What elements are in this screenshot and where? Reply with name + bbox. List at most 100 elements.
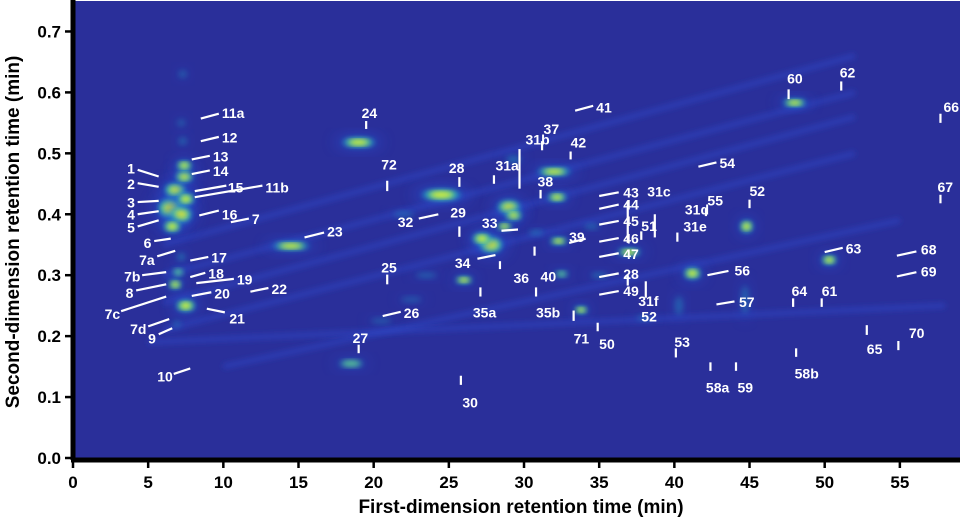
peak	[633, 313, 655, 323]
peak-label: 35a	[473, 304, 497, 320]
peak-label: 31d	[685, 201, 709, 217]
x-ticks: 0 5 10 15 20 25 30 35 40 45 50 55	[68, 460, 909, 492]
peak-annotation: 32	[398, 213, 439, 230]
peak	[818, 252, 840, 268]
peak-annotation: 70	[897, 325, 925, 351]
peak-label: 55	[707, 192, 723, 208]
leader-line	[598, 219, 619, 226]
peak	[451, 274, 476, 286]
peak	[412, 185, 470, 204]
peak-annotation: 58b	[795, 348, 819, 381]
peak-annotation: 72	[381, 156, 397, 192]
peak-label: 71	[574, 331, 590, 347]
peak-annotation: 31c	[626, 184, 671, 243]
peak	[411, 270, 442, 280]
leader-line	[896, 250, 917, 257]
peak-annotation: 41	[574, 100, 612, 116]
peak	[263, 239, 319, 253]
leader-line	[200, 112, 220, 120]
peak-label: 13	[213, 148, 229, 164]
peak-annotation: 56	[707, 262, 750, 278]
peak-annotation: 12	[200, 129, 238, 145]
peak-annotation: 42	[569, 134, 587, 160]
peak-label: 25	[381, 259, 397, 275]
peak-label: 44	[623, 197, 639, 213]
peak-label: 57	[739, 294, 755, 310]
peak-label: 56	[734, 262, 750, 278]
peak-label: 36	[513, 270, 529, 286]
leader-line	[191, 154, 211, 161]
peak-annotation: 7d	[130, 318, 170, 337]
peak-annotation: 7a	[139, 249, 176, 268]
peak	[546, 235, 571, 247]
peak-label: 52	[641, 309, 657, 325]
peak-label: 47	[623, 246, 639, 262]
x-tick-label: 5	[143, 473, 152, 492]
peak-label: 6	[144, 235, 152, 251]
leader-line	[477, 254, 496, 260]
peak-label: 12	[222, 129, 238, 145]
leader-line	[173, 367, 191, 375]
peak	[525, 228, 547, 237]
leader-line	[598, 203, 619, 210]
leader-line	[501, 228, 519, 232]
peak-label: 7a	[139, 252, 155, 268]
peak-label: 8	[126, 285, 134, 301]
leader-line	[824, 246, 843, 254]
peak-label: 20	[214, 285, 230, 301]
leader-line	[154, 237, 171, 243]
leader-line	[196, 277, 234, 285]
peak-label: 11b	[265, 179, 288, 195]
peak-label: 50	[599, 336, 615, 352]
peak-label: 31a	[495, 158, 519, 174]
peak	[173, 158, 195, 173]
peak	[176, 135, 189, 147]
x-tick-label: 25	[439, 473, 458, 492]
peak-label: 23	[327, 223, 343, 239]
peak-annotation: 31e	[676, 218, 707, 242]
peak	[175, 251, 188, 263]
x-tick-label: 45	[740, 473, 759, 492]
peak-annotation: 69	[896, 264, 937, 280]
peak	[173, 190, 198, 208]
leader-line	[142, 271, 167, 277]
peak-label: 31c	[647, 184, 671, 200]
peak	[172, 167, 197, 186]
peak	[543, 190, 571, 204]
peak-label: 72	[381, 156, 397, 172]
peak-label: 67	[937, 179, 953, 195]
peak-annotation: 31d	[653, 201, 709, 238]
peak	[170, 318, 183, 330]
peak-label: 49	[623, 283, 639, 299]
peak-label: 69	[921, 264, 937, 280]
x-tick-label: 10	[214, 473, 233, 492]
peak-label: 28	[623, 266, 639, 282]
peak-label: 18	[208, 265, 224, 281]
peak-annotation: 9	[148, 327, 173, 347]
peak-annotation: 35a	[473, 287, 497, 320]
peak-label: 11a	[222, 105, 245, 121]
peak-label: 65	[867, 341, 883, 357]
peak-annotation: 35b	[534, 287, 560, 320]
peak-annotation: 24	[362, 105, 377, 129]
leader-line	[568, 237, 586, 244]
peak-annotation: 6	[144, 235, 171, 251]
peak-annotation: 13	[191, 148, 229, 164]
leader-line	[137, 199, 159, 204]
peak-annotation: 40	[533, 246, 556, 284]
peak-annotation: 23	[304, 223, 343, 239]
peak	[388, 209, 419, 219]
streak	[162, 150, 856, 333]
peak-annotation: 18	[189, 265, 224, 281]
leader-line	[896, 271, 917, 278]
peak-label: 4	[127, 206, 135, 222]
peak-annotation: 34	[455, 254, 496, 271]
peak-label: 41	[596, 100, 612, 116]
x-tick-label: 20	[364, 473, 383, 492]
peak-label: 62	[840, 64, 856, 80]
peak-annotation: 68	[896, 242, 937, 258]
peak	[530, 165, 579, 179]
peak-annotation: 52	[641, 281, 657, 325]
peak-label: 42	[571, 134, 587, 150]
